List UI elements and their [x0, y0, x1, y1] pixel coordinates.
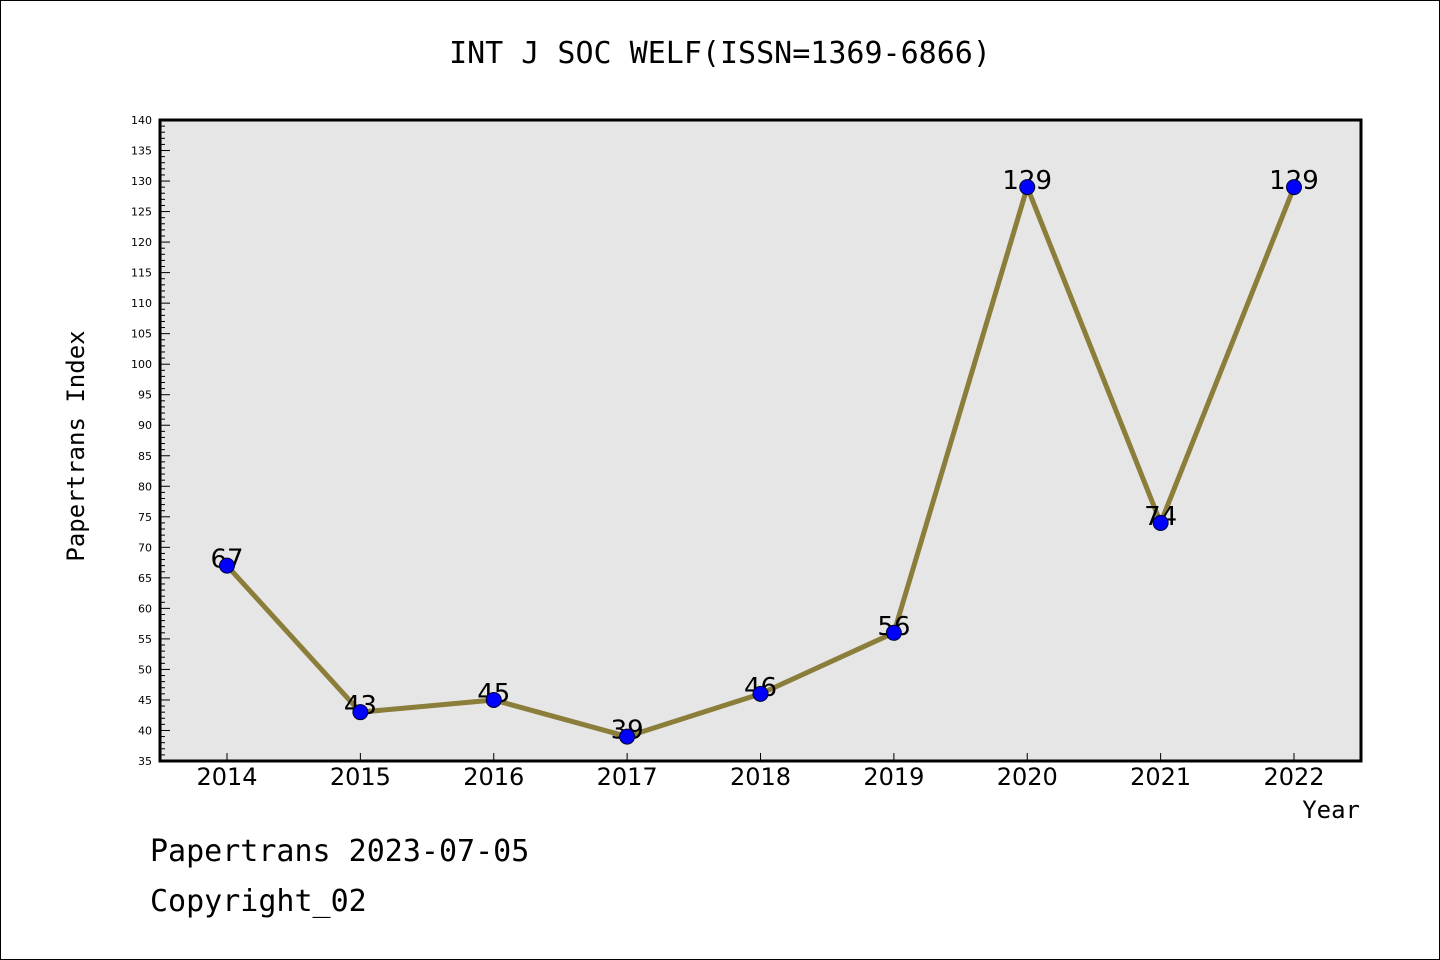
y-tick-label: 120 [131, 236, 152, 249]
y-tick-label: 65 [138, 572, 152, 585]
x-tick-label: 2020 [997, 763, 1058, 791]
data-labels: 67434539465612974129 [210, 166, 1318, 745]
y-tick-label: 130 [131, 175, 152, 188]
data-point [485, 691, 502, 708]
x-axis-ticks: 2014 2015 2016 2017 2018 2019 2020 2021 2022 [196, 753, 1325, 791]
data-point [752, 685, 769, 702]
y-axis-ticks: 35 40 45 50 55 60 65 70 75 80 85 90 95 100 105 110 115 12… [131, 114, 170, 768]
x-tick-label: 2014 [196, 763, 257, 791]
data-point [619, 728, 636, 745]
data-point [885, 624, 902, 641]
y-tick-label: 80 [138, 480, 152, 493]
data-point [1019, 179, 1036, 196]
x-tick-label: 2021 [1130, 763, 1191, 791]
plot-area [158, 118, 1363, 763]
y-tick-label: 85 [138, 450, 152, 463]
x-axis-label: Year [1302, 796, 1360, 824]
chart-title: INT J SOC WELF(ISSN=1369-6866) [449, 36, 991, 71]
y-tick-label: 90 [138, 419, 152, 432]
data-point [352, 704, 369, 721]
x-tick-label: 2019 [863, 763, 924, 791]
y-tick-label: 40 [138, 724, 152, 737]
y-tick-label: 100 [131, 358, 152, 371]
x-tick-label: 2017 [597, 763, 658, 791]
y-tick-label: 50 [138, 663, 152, 676]
data-point [1286, 179, 1302, 196]
y-tick-label: 55 [138, 633, 152, 646]
y-tick-label: 115 [131, 267, 152, 280]
y-tick-label: 140 [131, 114, 152, 127]
y-tick-label: 75 [138, 511, 152, 524]
x-tick-label: 2015 [330, 763, 391, 791]
y-tick-label: 70 [138, 541, 152, 554]
y-tick-label: 95 [138, 389, 152, 402]
y-tick-label: 125 [131, 206, 152, 219]
data-point [1152, 514, 1169, 531]
footer-copyright: Copyright_02 [150, 884, 367, 919]
x-tick-label: 2016 [463, 763, 524, 791]
data-point [219, 557, 235, 574]
x-tick-label: 2018 [730, 763, 791, 791]
y-tick-label: 35 [138, 755, 152, 768]
y-tick-label: 105 [131, 328, 152, 341]
y-tick-label: 110 [131, 297, 152, 310]
y-tick-label: 45 [138, 694, 152, 707]
y-tick-label: 60 [138, 602, 152, 615]
x-tick-label: 2022 [1263, 763, 1324, 791]
footer-date: Papertrans 2023-07-05 [150, 834, 530, 869]
y-tick-label: 135 [131, 145, 152, 158]
